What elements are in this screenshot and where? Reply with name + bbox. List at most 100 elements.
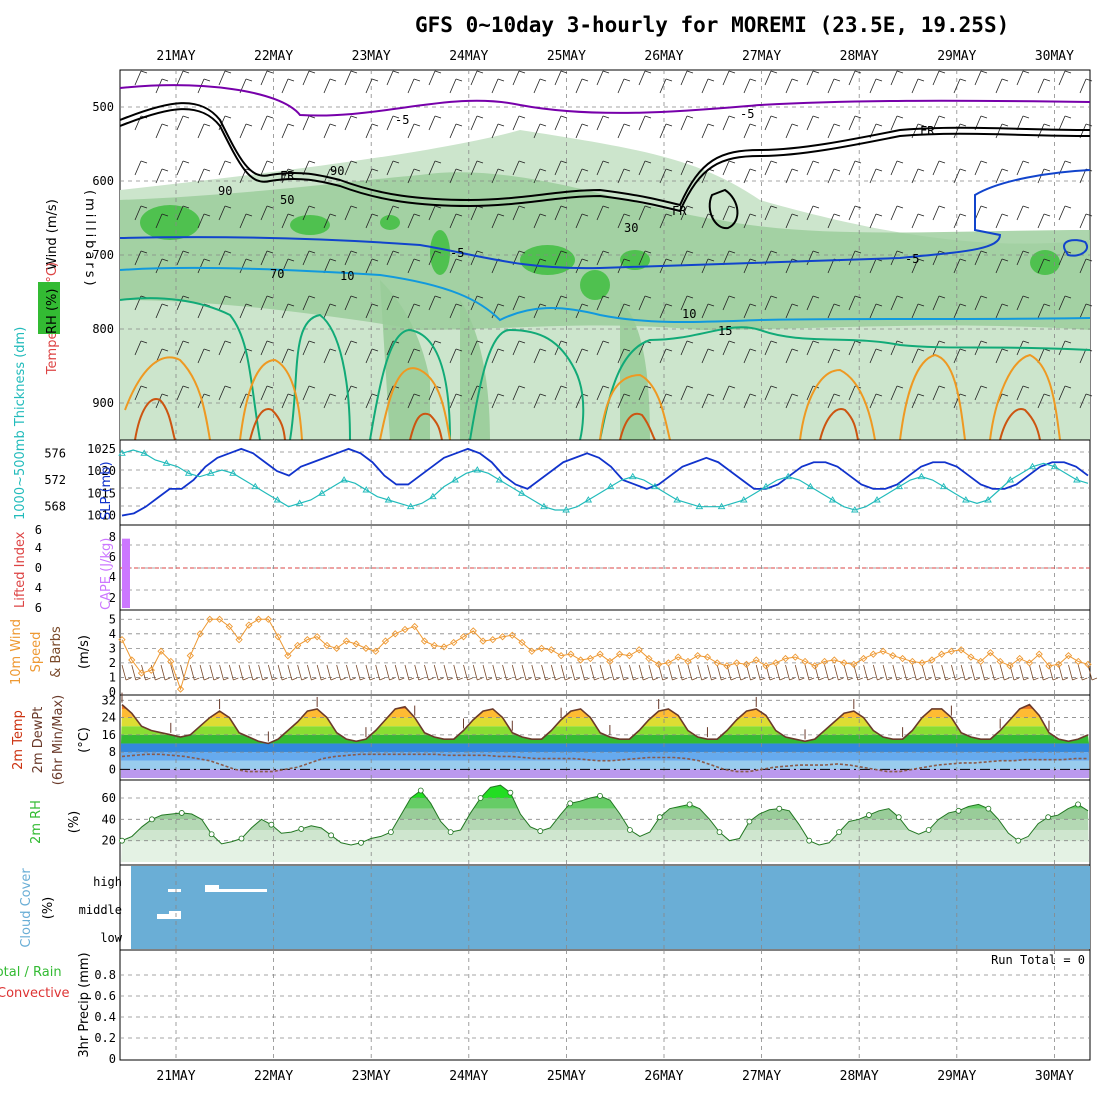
precip-grid: [120, 950, 1090, 1060]
pressure-axis: 500 600 700 800 900: [92, 100, 114, 410]
wind-barb: [974, 250, 982, 266]
surface-wind-barb: [980, 664, 986, 681]
wind-barb-flag: [560, 70, 568, 74]
wind-barb-flag: [308, 250, 316, 254]
wind-barb-flag: [581, 258, 589, 262]
surface-wind-barb: [463, 664, 468, 681]
wind-barb-flag: [539, 393, 547, 397]
thickness-marker: [184, 469, 193, 476]
wind-barb: [470, 70, 478, 86]
wind-barb-flag: [1001, 123, 1009, 127]
cape-bars: [122, 538, 130, 608]
surface-wind-barb-flag: [789, 677, 795, 681]
wind-barb: [722, 70, 730, 86]
wind-barb: [617, 303, 625, 319]
surface-wind-barb: [589, 664, 595, 681]
wind-barb-flag: [1085, 213, 1093, 217]
ylabel-temp2m-unit: (°C): [77, 727, 92, 753]
wind10-marker: [489, 635, 497, 644]
wind-barb: [1016, 70, 1024, 86]
wind-barb: [1016, 160, 1024, 176]
wind-barb: [995, 258, 1003, 274]
slp-frame: [119, 439, 1091, 526]
pressure-tick: 900: [92, 396, 114, 410]
surface-wind-barb: [931, 664, 937, 681]
wind10-marker: [1035, 650, 1043, 658]
surface-wind-barb-flag: [418, 677, 424, 681]
wind-barb: [722, 115, 730, 131]
wind-barb: [1079, 168, 1087, 184]
surface-wind-barb-flag: [1072, 677, 1078, 681]
wind-barb: [701, 303, 709, 319]
wind-barb: [407, 213, 415, 229]
wind10-marker: [674, 653, 682, 661]
wind-barb-flag: [413, 348, 421, 352]
wind-barb: [1016, 295, 1024, 311]
wind-barb: [365, 393, 373, 409]
rh-band: [121, 808, 1089, 820]
wind-barb: [869, 168, 877, 184]
ylabel-convective: Convective: [0, 986, 70, 1001]
surface-wind-barb-flag: [555, 677, 561, 681]
wind-barb-flag: [455, 78, 463, 82]
surface-wind-barb: [560, 664, 566, 681]
wind-barb: [743, 168, 751, 184]
wind-barb-flag: [224, 295, 232, 299]
wind-barb-flag: [644, 295, 652, 299]
surface-wind-barb-flag: [438, 677, 444, 681]
wind-barb: [155, 393, 163, 409]
wind-barb: [848, 160, 856, 176]
surface-wind-barb: [668, 664, 673, 681]
wind-barb: [827, 168, 835, 184]
wind-barb-flag: [707, 348, 715, 352]
wind-barb-flag: [497, 348, 505, 352]
wind-barb: [428, 250, 436, 266]
slp-tick: 1020: [87, 464, 116, 478]
surface-wind-barb: [707, 664, 712, 681]
surface-wind-barb-flag: [623, 677, 629, 681]
ylabel-total-rain: Total / Rain: [0, 965, 62, 980]
wind10-frame: [119, 609, 1091, 696]
surface-wind-barb: [638, 664, 644, 681]
wind-barb-flag: [623, 393, 631, 397]
temp2m-grid: [120, 695, 1090, 780]
wind-barb-flag: [182, 385, 190, 389]
rh2m-marker: [806, 837, 813, 844]
wind-barb-flag: [833, 393, 841, 397]
thickness-marker: [362, 486, 371, 493]
surface-wind-barb: [258, 664, 263, 681]
wind-barb: [953, 213, 961, 229]
wind10-marker: [450, 638, 458, 647]
ylabel-precip-axis: 3hr Precip (mm): [77, 952, 92, 1057]
wind-barb: [932, 340, 940, 356]
surface-wind-barb-flag: [603, 677, 610, 681]
surface-wind-barb-flag: [935, 677, 942, 681]
surface-wind-barb: [365, 664, 371, 681]
wind-barb: [995, 123, 1003, 139]
wind10-tick: 4: [109, 627, 116, 641]
wind-barb-flag: [812, 295, 820, 299]
wind-barb-flag: [287, 78, 295, 82]
wind-barb: [785, 213, 793, 229]
ylabel-wind10-line3: & Barbs: [49, 626, 64, 678]
wind10-tick: 5: [109, 612, 116, 626]
wind-barb-flag: [1001, 213, 1009, 217]
rh2m-marker: [1015, 837, 1022, 844]
wind-barb-flag: [308, 160, 316, 164]
wind-barb: [155, 213, 163, 229]
wind-barb-flag: [581, 213, 589, 217]
wind-barb-flag: [686, 160, 694, 164]
wind-barb: [974, 160, 982, 176]
wind-barb: [344, 70, 352, 86]
wind-barb-flag: [770, 205, 778, 209]
wind-barb: [848, 385, 856, 401]
wind-barb: [197, 168, 205, 184]
wind10-marker: [586, 654, 595, 663]
wind-barb-flag: [1001, 168, 1009, 172]
wind10-marker: [157, 647, 165, 655]
wind-barb: [344, 160, 352, 176]
thickness-marker: [495, 476, 504, 483]
surface-wind-barb-flag: [672, 677, 678, 681]
wind-barb-flag: [707, 303, 715, 307]
surface-wind-barb: [531, 664, 537, 681]
